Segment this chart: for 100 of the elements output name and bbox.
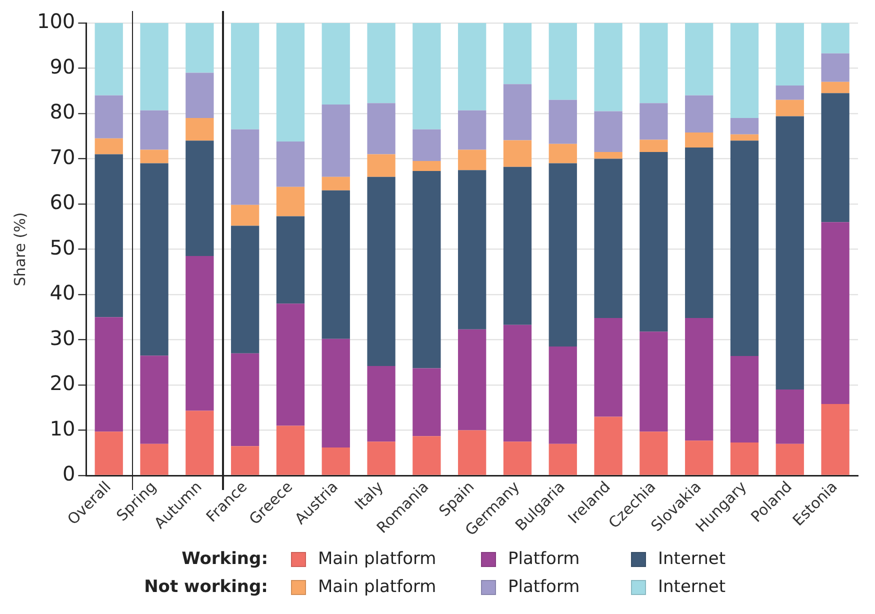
bar: [821, 53, 850, 82]
bar: [730, 356, 759, 442]
bar: [730, 134, 759, 141]
bar: [322, 23, 350, 104]
bar: [94, 432, 123, 475]
bar: [776, 116, 804, 390]
bar: [412, 170, 441, 368]
bar: [231, 204, 260, 226]
bar: [594, 416, 622, 475]
bar: [94, 23, 123, 96]
y-tick-label: 80: [50, 100, 76, 124]
bar: [503, 84, 532, 140]
bar: [503, 166, 532, 325]
bar: [821, 222, 850, 404]
bar: [821, 23, 850, 54]
bar: [322, 338, 350, 448]
bar: [412, 436, 441, 475]
bar: [231, 226, 260, 354]
y-tick-label: 10: [50, 416, 76, 440]
bar: [94, 317, 123, 432]
bar: [367, 442, 396, 475]
bar: [821, 82, 850, 94]
text: Not working:: [143, 577, 269, 597]
bar: [503, 442, 532, 475]
y-tick-label: 0: [62, 462, 76, 486]
bar: [685, 23, 714, 96]
bar: [640, 152, 668, 332]
y-tick-label: 30: [50, 326, 76, 350]
bar: [640, 140, 668, 152]
bar: [685, 318, 714, 441]
bar: [322, 176, 350, 190]
bar: [548, 346, 577, 444]
bar: [367, 103, 396, 154]
bar: [322, 190, 350, 339]
bar: [640, 103, 668, 140]
bar: [821, 93, 850, 222]
bar: [186, 72, 214, 118]
bar: [594, 158, 622, 318]
bar: [776, 444, 804, 475]
bar: [594, 23, 622, 112]
bar: [276, 23, 305, 142]
bar: [140, 163, 168, 356]
bar: [186, 256, 214, 411]
legend-label: Internet: [658, 549, 727, 569]
bar: [94, 95, 123, 138]
bar: [140, 356, 168, 444]
bar: [322, 447, 350, 475]
bar: [548, 100, 577, 144]
y-tick-label: 50: [50, 235, 76, 260]
bar: [276, 142, 305, 187]
y-tick-label: 70: [50, 144, 76, 169]
bar: [412, 129, 441, 162]
bar: [276, 304, 305, 426]
bar: [367, 176, 396, 366]
bar: [503, 23, 532, 84]
bar: [730, 140, 759, 356]
bar: [412, 23, 441, 130]
bar: [685, 440, 714, 475]
bar: [503, 140, 532, 167]
bar: [186, 23, 214, 73]
bar: [776, 23, 804, 86]
bar: [186, 410, 214, 475]
bar: [231, 446, 260, 475]
bar: [594, 318, 622, 417]
bar: [548, 444, 577, 475]
bar: [548, 23, 577, 100]
bar: [412, 161, 441, 171]
bar: [548, 144, 577, 164]
bar: [640, 432, 668, 475]
bar: [322, 104, 350, 177]
bar: [640, 332, 668, 432]
bar: [685, 147, 714, 318]
bar: [231, 23, 260, 130]
bar: [276, 426, 305, 475]
bar: [776, 100, 804, 116]
bar: [548, 163, 577, 347]
bar: [94, 138, 123, 154]
bar: [640, 23, 668, 104]
bar: [458, 150, 486, 170]
bar: [458, 23, 486, 110]
bar: [776, 85, 804, 100]
bar: [276, 186, 305, 216]
legend-label: Main platform: [318, 577, 438, 597]
bar: [140, 110, 168, 150]
y-tick-label: 40: [50, 280, 76, 305]
bar: [730, 118, 759, 134]
bar: [458, 329, 486, 430]
bar: [140, 444, 168, 475]
bar: [685, 95, 714, 133]
bar: [276, 216, 305, 304]
bar: [776, 390, 804, 444]
bar: [412, 368, 441, 436]
bar: [94, 154, 123, 318]
bar: [458, 110, 486, 150]
bar: [685, 132, 714, 148]
legend-label: Platform: [508, 549, 581, 569]
bar: [231, 129, 260, 205]
y-tick-label: 100: [36, 9, 76, 34]
bar: [594, 111, 622, 152]
legend-label: Platform: [508, 577, 581, 597]
